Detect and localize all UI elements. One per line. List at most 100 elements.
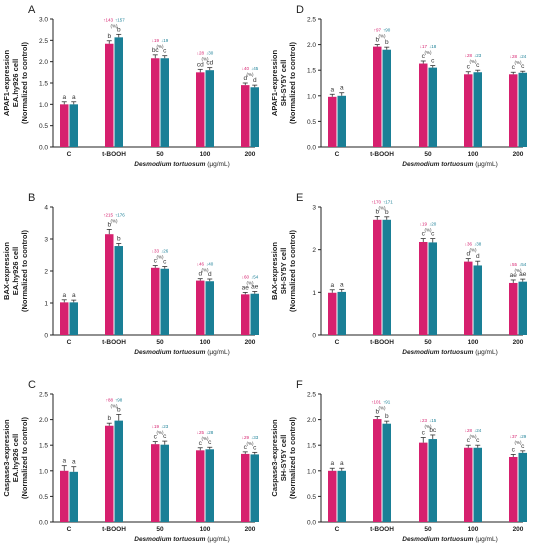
y-axis-label-line: SH-SY5Y cell <box>279 435 288 482</box>
significance-letter: cd <box>206 60 213 67</box>
bar-series-a <box>509 282 518 335</box>
y-tick-label: 1 <box>44 301 48 308</box>
significance-letter: b <box>117 235 121 242</box>
chart-panel-f: F Caspase3-expression SH-SY5Y cell (Normali… <box>270 379 527 543</box>
bar-series-b <box>160 444 169 522</box>
significance-letter: c <box>163 48 167 55</box>
significance-letter: a <box>72 94 76 101</box>
significance-letter: ae <box>251 283 259 290</box>
percent-unit: (%) <box>425 50 432 55</box>
percent-change-a: ↓19 <box>420 222 428 227</box>
significance-letter: c <box>431 58 435 65</box>
significance-letter: b <box>375 37 379 44</box>
bar-series-a <box>373 46 382 148</box>
bar-series-b <box>160 58 169 147</box>
y-tick-label: 1.5 <box>39 81 48 88</box>
y-tick-label: 2.5 <box>39 392 48 399</box>
x-tick-label: 200 <box>513 339 524 346</box>
percent-unit: (%) <box>515 60 522 65</box>
y-tick-label: 3.0 <box>39 17 48 24</box>
percent-unit: (%) <box>111 218 118 223</box>
percent-change-a: ↓60 <box>242 274 250 279</box>
percent-change-b: ↓29 <box>519 434 527 439</box>
bar-series-a <box>509 456 518 522</box>
y-tick-label: 2 <box>312 247 316 254</box>
significance-letter: c <box>512 446 516 453</box>
bar-series-b <box>250 454 259 522</box>
bar-series-a <box>241 453 250 522</box>
significance-letter: a <box>72 292 76 299</box>
bar-series-b <box>382 219 391 335</box>
x-tick-label: 50 <box>424 526 432 533</box>
y-axis-label-line: (Normalized to control) <box>288 416 297 499</box>
y-tick-label: 0.0 <box>307 520 316 527</box>
x-tick-label: C <box>335 339 340 346</box>
percent-unit: (%) <box>247 280 254 285</box>
chart-panel-a: A APAF1-expression EA.hy926 cell (Normalize… <box>2 4 259 168</box>
significance-letter: c <box>208 439 212 446</box>
percent-unit: (%) <box>470 248 477 253</box>
bar-series-b <box>114 420 123 522</box>
panel-letter: C <box>28 379 36 391</box>
significance-letter: a <box>72 459 76 466</box>
significance-letter: bc <box>429 427 437 434</box>
y-tick-label: 1.5 <box>307 443 316 450</box>
bar-series-a <box>373 419 382 522</box>
percent-change-b: ↓20 <box>429 222 437 227</box>
chart-panel-c: C Caspase3-expression EA.hy926 cell (Normal… <box>2 379 259 543</box>
y-tick-label: 3 <box>44 237 48 244</box>
y-tick-label: 1.0 <box>39 468 48 475</box>
percent-change-a: ↓29 <box>242 435 250 440</box>
significance-letter: a <box>62 458 66 465</box>
x-tick-label: 100 <box>468 151 479 158</box>
significance-letter: b <box>375 208 379 215</box>
percent-change-a: ↓40 <box>242 66 250 71</box>
percent-unit: (%) <box>157 44 164 49</box>
significance-letter: ae <box>519 271 527 278</box>
percent-change-b: ↓23 <box>161 424 169 429</box>
x-tick-label: t-BOOH <box>370 151 394 158</box>
percent-change-a: ↓17 <box>420 44 428 49</box>
bar-series-a <box>509 74 518 147</box>
significance-letter: c <box>253 444 257 451</box>
percent-change-b: ↓23 <box>474 53 482 58</box>
significance-letter: c <box>244 444 248 451</box>
significance-letter: d <box>208 271 212 278</box>
percent-change-b: ↓45 <box>251 66 259 71</box>
percent-change-b: ↓28 <box>206 430 214 435</box>
x-tick-label: C <box>335 151 340 158</box>
bar-series-a <box>151 267 160 335</box>
percent-change-a: ↓37 <box>510 434 518 439</box>
y-tick-label: 1 <box>312 290 316 297</box>
significance-letter: c <box>163 259 167 266</box>
y-axis-label-line: SH-SY5Y cell <box>279 248 288 295</box>
x-axis-label: Desmodium tortuosum (µg/mL) <box>402 349 497 356</box>
bar-series-b <box>69 471 78 522</box>
significance-letter: b <box>385 413 389 420</box>
percent-change-a: ↓46 <box>197 262 205 267</box>
x-tick-label: 50 <box>156 339 164 346</box>
significance-letter: c <box>199 440 203 447</box>
bar-series-b <box>114 246 123 335</box>
y-tick-label: 0.5 <box>39 494 48 501</box>
x-axis-label: Desmodium tortuosum (µg/mL) <box>134 349 229 356</box>
bar-series-b <box>473 72 482 147</box>
bar-series-b <box>473 265 482 335</box>
percent-change-b: ↓18 <box>429 44 437 49</box>
y-tick-label: 0.5 <box>307 494 316 501</box>
percent-unit: (%) <box>111 23 118 28</box>
bar-series-a <box>60 302 69 335</box>
significance-letter: a <box>62 292 66 299</box>
bar-series-b <box>160 268 169 335</box>
percent-unit: (%) <box>515 268 522 273</box>
percent-change-b: ↓24 <box>519 54 527 59</box>
x-tick-label: t-BOOH <box>102 151 126 158</box>
bar-series-b <box>518 72 527 147</box>
percent-change-b: ↑176 <box>115 212 125 217</box>
bar-series-b <box>205 449 214 522</box>
bar-series-b <box>250 87 259 147</box>
percent-change-b: ↓15 <box>429 418 437 423</box>
bar-series-a <box>60 470 69 522</box>
y-tick-label: 0.5 <box>39 123 48 130</box>
